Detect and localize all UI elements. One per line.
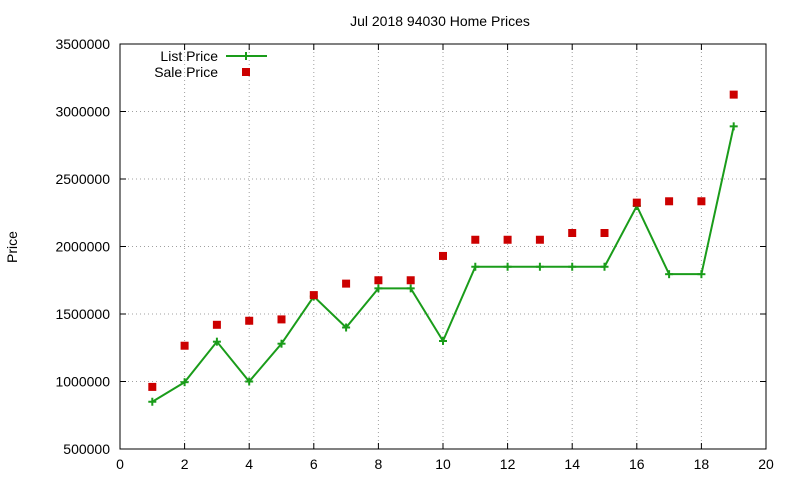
series [148, 90, 738, 406]
data-point [535, 262, 544, 271]
legend-marker [242, 68, 250, 76]
data-point [665, 270, 674, 279]
y-tick-label: 500000 [63, 441, 110, 457]
x-tick-label: 8 [375, 456, 383, 472]
data-point [697, 270, 706, 279]
data-point [535, 235, 544, 244]
data-point [148, 397, 157, 406]
x-tick-label: 12 [500, 456, 516, 472]
y-tick-label: 3500000 [55, 36, 110, 52]
data-point [503, 235, 512, 244]
x-tick-label: 0 [116, 456, 124, 472]
data-point [342, 279, 351, 288]
data-point [568, 262, 577, 271]
data-point [471, 235, 480, 244]
data-point [277, 315, 286, 324]
data-point [439, 251, 447, 260]
series-sale-price [148, 90, 738, 391]
legend-marker [242, 52, 250, 60]
data-point [600, 229, 609, 237]
data-point [697, 197, 706, 206]
data-point [277, 339, 286, 348]
data-point [180, 378, 189, 387]
x-tick-label: 16 [629, 456, 645, 472]
data-point [148, 382, 157, 391]
chart-title: Jul 2018 94030 Home Prices [350, 13, 530, 29]
x-tick-label: 6 [310, 456, 318, 472]
data-point [439, 337, 447, 345]
data-point [342, 323, 351, 332]
data-point [212, 320, 221, 329]
x-tick-label: 14 [564, 456, 580, 472]
x-tick-label: 18 [694, 456, 710, 472]
data-point [665, 197, 674, 206]
x-tick-label: 10 [435, 456, 451, 472]
grid [120, 44, 766, 449]
data-point [245, 377, 254, 386]
data-point [180, 341, 189, 350]
axes: 0 2 4 6 8 10 12 14 16 18 20 500000 1000000 1500000 200… [55, 36, 774, 472]
x-tick-label: 20 [758, 456, 774, 472]
x-tick-label: 4 [245, 456, 253, 472]
data-point [600, 262, 609, 271]
legend-label: List Price [160, 48, 218, 64]
data-point [568, 229, 577, 237]
data-point [245, 316, 254, 325]
x-tick-label: 2 [181, 456, 189, 472]
data-point [632, 198, 641, 207]
legend-label: Sale Price [154, 64, 218, 80]
data-point [406, 276, 415, 285]
data-point [503, 262, 512, 271]
y-tick-label: 1500000 [55, 306, 110, 322]
data-point [471, 262, 480, 271]
y-tick-label: 2000000 [55, 239, 110, 255]
y-tick-label: 3000000 [55, 104, 110, 120]
data-point [374, 276, 383, 285]
data-point [729, 90, 738, 99]
y-tick-label: 1000000 [55, 374, 110, 390]
data-point [374, 284, 383, 293]
data-point [406, 284, 415, 293]
y-axis-label: Price [4, 231, 20, 263]
data-point [309, 291, 318, 300]
data-point [212, 337, 221, 346]
data-point [729, 122, 738, 131]
y-tick-label: 2500000 [55, 171, 110, 187]
